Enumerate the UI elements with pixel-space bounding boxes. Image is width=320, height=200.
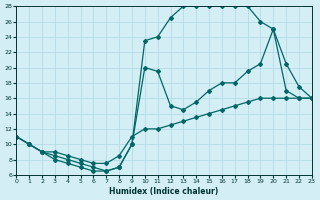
X-axis label: Humidex (Indice chaleur): Humidex (Indice chaleur): [109, 187, 219, 196]
